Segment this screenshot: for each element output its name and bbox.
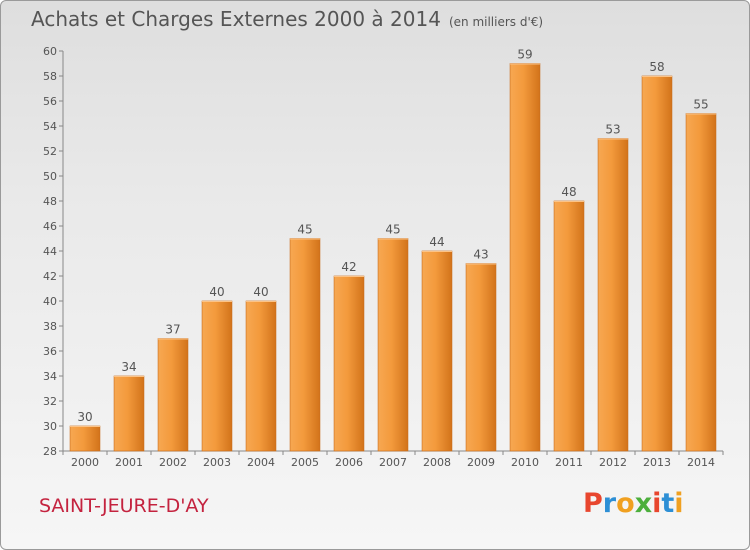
y-tick-label: 54 [43, 120, 57, 133]
bar [685, 113, 717, 452]
x-tick-label: 2014 [687, 456, 715, 469]
data-label: 45 [297, 223, 312, 237]
y-tick-label: 52 [43, 145, 57, 158]
y-tick-label: 30 [43, 420, 57, 433]
x-tick-label: 2011 [555, 456, 583, 469]
y-tick-label: 56 [43, 95, 57, 108]
x-tick-label: 2008 [423, 456, 451, 469]
data-label: 42 [341, 260, 356, 274]
bar [289, 238, 321, 452]
y-tick-label: 28 [43, 445, 57, 458]
bar [509, 63, 541, 452]
bar [245, 300, 277, 452]
data-labels: 2000 30 2001 34 2002 37 2003 40 2004 40 2005 45 2006… [71, 48, 715, 470]
y-tick-label: 40 [43, 295, 57, 308]
x-tick-label: 2012 [599, 456, 627, 469]
y-tick-label: 34 [43, 370, 57, 383]
chart-unit: (en milliers d'€) [448, 15, 544, 29]
y-tick-label: 42 [43, 270, 57, 283]
y-tick-label: 58 [43, 70, 57, 83]
bar [377, 238, 409, 452]
logo-letter: i [674, 488, 684, 519]
y-tick-label: 60 [43, 45, 57, 58]
data-label: 45 [385, 223, 400, 237]
logo-letter: o [616, 488, 635, 519]
commune-name: SAINT-JEURE-D'AY [39, 495, 209, 517]
data-label: 59 [517, 48, 532, 62]
x-tick-label: 2007 [379, 456, 407, 469]
data-label: 30 [77, 410, 92, 424]
y-tick-label: 46 [43, 220, 57, 233]
bar [465, 263, 497, 452]
y-tick-label: 44 [43, 245, 57, 258]
y-tick-label: 36 [43, 345, 57, 358]
data-label: 53 [605, 123, 620, 137]
x-tick-label: 2000 [71, 456, 99, 469]
data-label: 40 [253, 285, 268, 299]
data-label: 58 [649, 60, 664, 74]
chart-title: Achats et Charges Externes 2000 à 2014 (e… [31, 7, 543, 31]
bar [333, 275, 365, 452]
x-tick-label: 2002 [159, 456, 187, 469]
data-label: 34 [121, 360, 136, 374]
logo-letter: r [602, 488, 617, 519]
bars [69, 63, 717, 452]
data-label: 40 [209, 285, 224, 299]
y-tick-label: 32 [43, 395, 57, 408]
bar [201, 300, 233, 452]
bar [421, 250, 453, 452]
proxiti-logo[interactable]: Proxiti [583, 488, 684, 519]
x-tick-label: 2013 [643, 456, 671, 469]
logo-letter: x [634, 488, 653, 519]
bar [641, 75, 673, 452]
chart-title-text: Achats et Charges Externes 2000 à 2014 [31, 7, 441, 31]
bar [113, 375, 145, 452]
x-tick-label: 2006 [335, 456, 363, 469]
data-label: 43 [473, 248, 488, 262]
data-label: 44 [429, 235, 444, 249]
logo-letter: i [652, 488, 662, 519]
x-tick-label: 2004 [247, 456, 275, 469]
y-tick-label: 38 [43, 320, 57, 333]
x-tick-label: 2003 [203, 456, 231, 469]
y-tick-label: 50 [43, 170, 57, 183]
data-label: 48 [561, 185, 576, 199]
x-tick-label: 2010 [511, 456, 539, 469]
x-tick-label: 2001 [115, 456, 143, 469]
logo-letter: t [661, 488, 675, 519]
x-tick-label: 2009 [467, 456, 495, 469]
axes: 28 30 32 34 36 38 40 42 44 46 48 50 52 54 56 58 60 [43, 45, 724, 458]
x-tick-label: 2005 [291, 456, 319, 469]
y-tick-label: 48 [43, 195, 57, 208]
bar [69, 425, 101, 452]
data-label: 37 [165, 323, 180, 337]
bar [157, 338, 189, 452]
data-label: 55 [693, 98, 708, 112]
bar [553, 200, 585, 452]
bar [597, 138, 629, 452]
logo-letter: P [583, 488, 603, 519]
